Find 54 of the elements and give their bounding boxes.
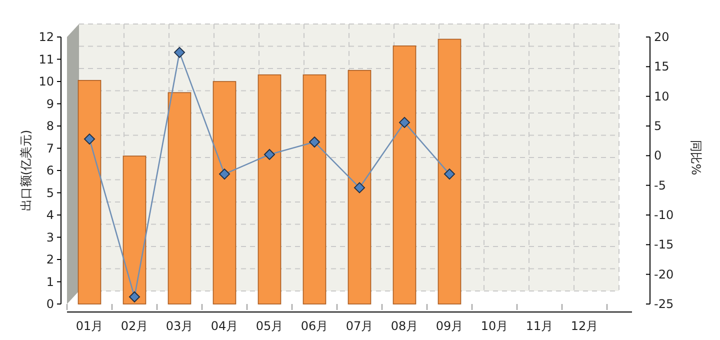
y2-tick-label: 15 [654,60,670,74]
point [129,291,140,302]
y2-tick-label: -5 [654,178,666,192]
point [219,168,230,180]
x-tick-label: 09月 [436,319,464,333]
bar [348,70,372,304]
y-tick-label: 7 [46,141,54,156]
x-tick-label: 08月 [390,319,418,333]
y2-axis-title: 同比% [689,140,703,176]
y-tick-label: 1 [46,274,54,289]
y-axis-title: 出口额(亿美元) [19,130,33,212]
y2-tick-label: -15 [654,238,674,252]
bar [392,46,416,304]
point [264,148,275,160]
y2-tick-label: -25 [654,297,674,311]
y2-tick-label: -10 [654,208,674,222]
y-tick-label: 4 [46,208,54,222]
x-tick-label: 11月 [526,319,554,333]
bar [168,92,192,304]
x-tick-label: 10月 [480,319,508,333]
point [84,134,95,145]
y2-tick-label: -20 [654,267,674,282]
y2-tick-label: 20 [654,30,670,44]
bar [212,81,236,304]
point [354,182,365,194]
y-tick-label: 8 [46,119,54,133]
y-tick-label: 3 [46,230,54,244]
y-tick-label: 0 [46,297,54,311]
y-tick-label: 6 [46,164,54,178]
y-tick-label: 10 [38,74,54,88]
x-tick-label: 02月 [120,319,148,333]
point [444,168,455,180]
x-tick-label: 12月 [570,319,598,333]
y-tick-label: 2 [46,252,54,266]
x-tick-label: 01月 [76,319,104,333]
y-tick-label: 5 [46,186,54,200]
bar [302,74,326,304]
bar [122,156,146,304]
y2-tick-label: 10 [654,89,670,104]
y2-tick-label: 0 [654,148,662,163]
point [399,116,410,128]
bar [438,38,462,304]
y-tick-label: 11 [38,52,54,66]
y2-tick-label: 5 [654,119,662,133]
y-tick-label: 12 [38,30,54,44]
bar [258,74,282,304]
point [174,46,185,58]
point [309,136,320,148]
x-tick-label: 05月 [256,319,284,333]
x-tick-label: 04月 [210,319,238,333]
x-tick-label: 03月 [166,319,194,333]
y-tick-label: 9 [46,96,54,111]
x-tick-label: 06月 [300,319,328,333]
x-tick-label: 07月 [346,319,374,333]
